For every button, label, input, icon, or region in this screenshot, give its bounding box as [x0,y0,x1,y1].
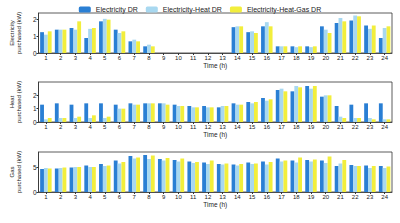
svg-text:3: 3 [74,194,78,200]
svg-text:14: 14 [234,55,241,61]
svg-text:3: 3 [74,55,78,61]
svg-text:12: 12 [205,124,212,130]
svg-text:2: 2 [33,92,37,99]
svg-text:2: 2 [59,194,63,200]
svg-text:9: 9 [162,55,166,61]
svg-text:1: 1 [44,194,48,200]
svg-text:17: 17 [278,55,285,61]
svg-text:11: 11 [190,55,197,61]
svg-text:24: 24 [381,55,388,61]
svg-text:0: 0 [33,189,37,196]
svg-text:1: 1 [33,105,37,112]
svg-text:15: 15 [249,124,256,130]
svg-text:8: 8 [147,124,151,130]
svg-text:1: 1 [44,124,48,130]
svg-text:18: 18 [293,124,300,130]
svg-text:12: 12 [205,194,212,200]
svg-text:Time (h): Time (h) [203,201,227,209]
svg-text:Electricity-Heat-Gas DR: Electricity-Heat-Gas DR [247,6,321,14]
svg-text:11: 11 [190,124,197,130]
svg-text:16: 16 [263,194,270,200]
svg-text:5: 5 [103,194,107,200]
svg-text:13: 13 [219,194,226,200]
svg-text:purchased (kW): purchased (kW) [16,81,22,123]
svg-text:8: 8 [147,55,151,61]
svg-text:Heat: Heat [9,95,15,108]
svg-text:9: 9 [162,194,166,200]
svg-text:5: 5 [103,124,107,130]
svg-text:19: 19 [308,124,315,130]
svg-text:22: 22 [352,55,359,61]
svg-text:purchased (kW): purchased (kW) [16,12,22,54]
svg-text:Gas: Gas [9,166,15,177]
svg-text:10: 10 [175,55,182,61]
svg-text:7: 7 [133,194,137,200]
svg-text:21: 21 [337,124,344,130]
svg-text:19: 19 [308,194,315,200]
svg-text:Electricity-Heat DR: Electricity-Heat DR [163,6,222,14]
svg-text:10: 10 [175,124,182,130]
svg-text:16: 16 [263,124,270,130]
svg-text:4: 4 [88,55,92,61]
svg-text:Electricity DR: Electricity DR [96,6,138,14]
svg-text:14: 14 [234,194,241,200]
svg-text:20: 20 [322,124,329,130]
svg-text:18: 18 [293,194,300,200]
svg-text:1: 1 [33,33,37,40]
svg-text:24: 24 [381,194,388,200]
svg-text:22: 22 [352,194,359,200]
svg-text:purchased (kW): purchased (kW) [16,151,22,193]
svg-text:Time (h): Time (h) [203,62,227,70]
svg-text:2: 2 [33,16,37,23]
svg-text:13: 13 [219,55,226,61]
svg-text:1: 1 [44,55,48,61]
svg-text:15: 15 [249,55,256,61]
svg-text:4: 4 [88,194,92,200]
svg-text:5: 5 [33,164,37,171]
svg-text:23: 23 [367,194,374,200]
svg-text:22: 22 [352,124,359,130]
svg-text:20: 20 [322,194,329,200]
svg-text:6: 6 [118,124,122,130]
svg-text:21: 21 [337,55,344,61]
svg-text:21: 21 [337,194,344,200]
svg-text:24: 24 [381,124,388,130]
svg-text:4: 4 [88,124,92,130]
svg-text:2: 2 [59,55,63,61]
svg-text:8: 8 [147,194,151,200]
svg-text:11: 11 [190,194,197,200]
svg-text:9: 9 [162,124,166,130]
svg-text:23: 23 [367,124,374,130]
svg-text:0: 0 [33,50,37,57]
svg-text:16: 16 [263,55,270,61]
svg-text:Electricity: Electricity [9,20,15,46]
svg-text:17: 17 [278,124,285,130]
svg-text:5: 5 [103,55,107,61]
svg-text:10: 10 [175,194,182,200]
svg-text:7: 7 [133,124,137,130]
svg-text:13: 13 [219,124,226,130]
svg-text:0: 0 [33,119,37,126]
svg-text:3: 3 [74,124,78,130]
svg-text:20: 20 [322,55,329,61]
svg-text:18: 18 [293,55,300,61]
svg-text:7: 7 [133,55,137,61]
svg-text:23: 23 [367,55,374,61]
svg-text:Time (h): Time (h) [203,131,227,139]
svg-text:15: 15 [249,194,256,200]
svg-text:14: 14 [234,124,241,130]
svg-text:19: 19 [308,55,315,61]
svg-text:2: 2 [59,124,63,130]
svg-text:6: 6 [118,194,122,200]
svg-text:17: 17 [278,194,285,200]
svg-text:12: 12 [205,55,212,61]
svg-text:6: 6 [118,55,122,61]
